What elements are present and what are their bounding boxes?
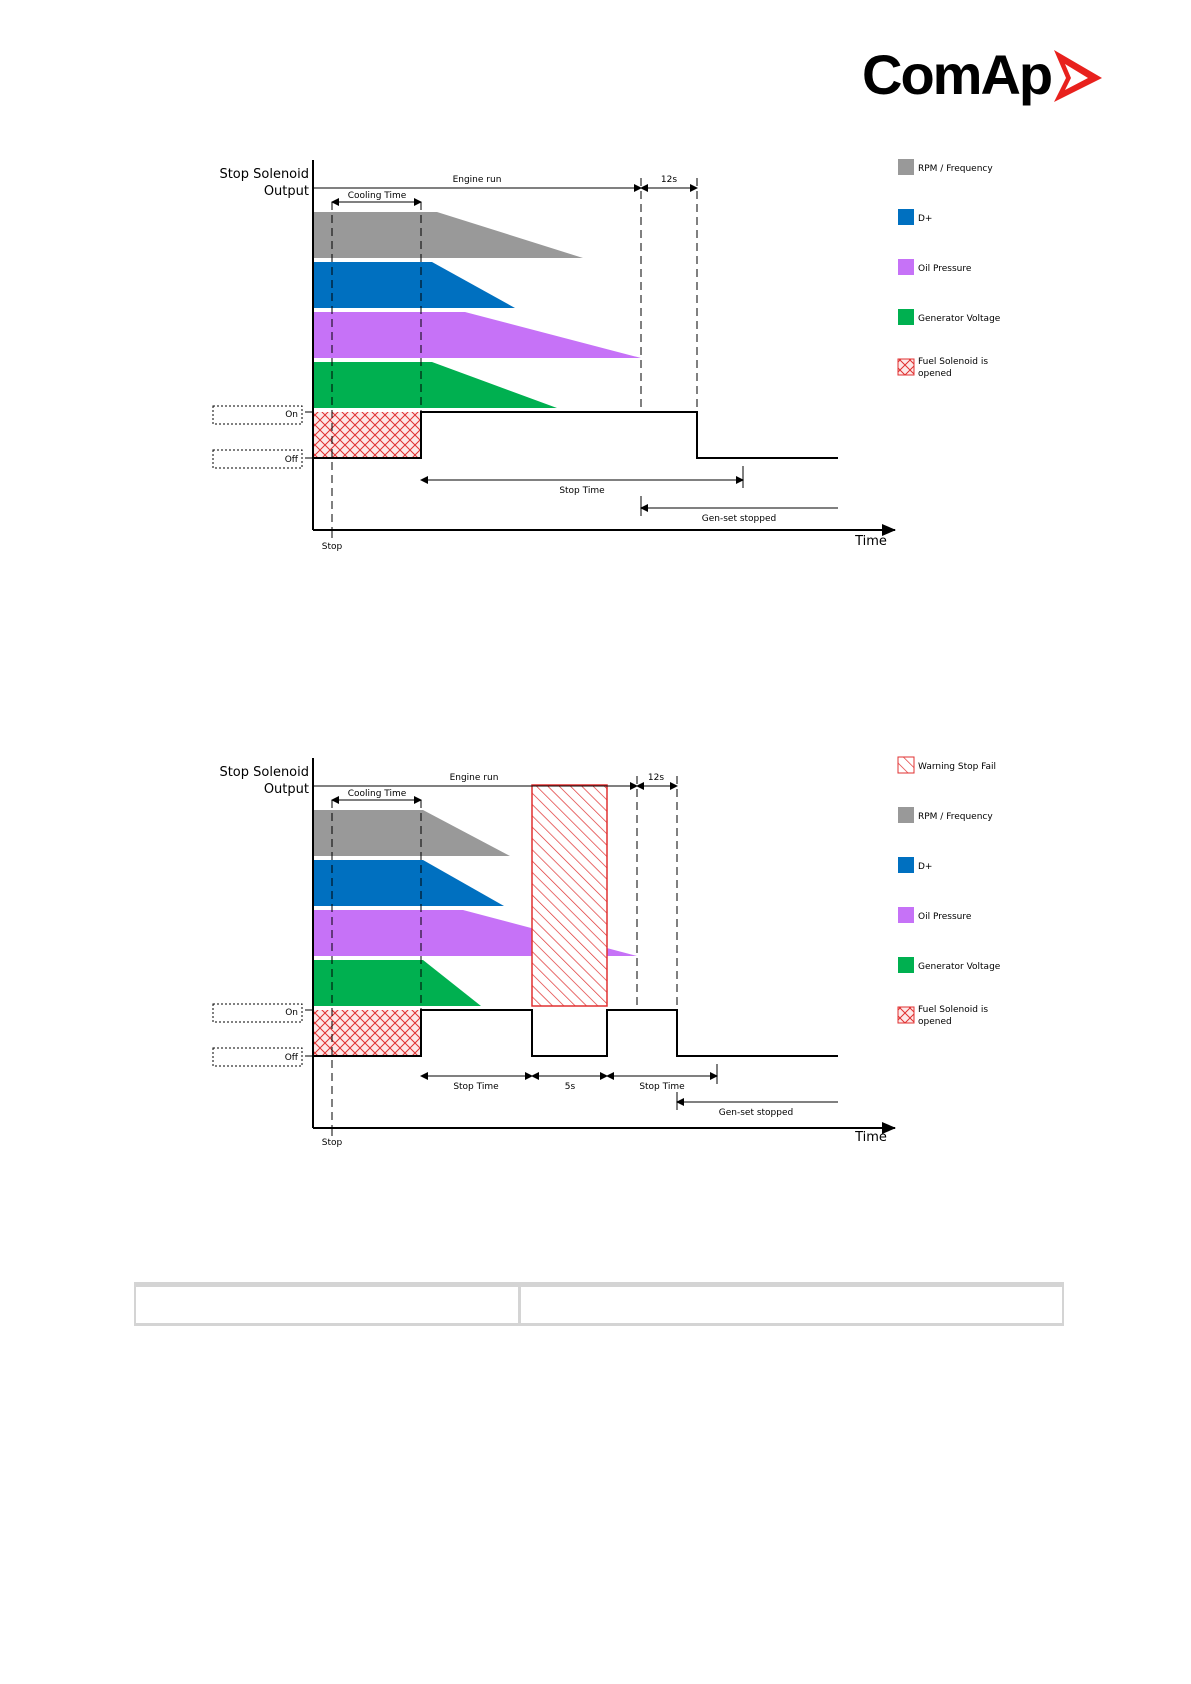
stop-label: Stop: [322, 1138, 343, 1148]
generator-voltage-signal: [313, 362, 557, 408]
genset-stopped-label: Gen-set stopped: [719, 1108, 793, 1118]
blue-square-icon: [898, 209, 914, 225]
blue-square-icon: [898, 857, 914, 873]
dplus-signal: [313, 860, 504, 906]
table-cell: [521, 1287, 1062, 1323]
on-label: On: [285, 1008, 298, 1018]
y-axis-label-line2: Output: [264, 782, 309, 797]
stop-solenoid-output-signal: [313, 1009, 838, 1057]
oil-pressure-signal: [313, 312, 641, 358]
generator-voltage-signal: [313, 960, 481, 1006]
crosshatch-square-icon: [897, 1006, 915, 1024]
legend-fuel-label-2: opened: [918, 1017, 952, 1027]
legend-warning-label: Warning Stop Fail: [918, 762, 996, 772]
stop-solenoid-output-signal: [313, 411, 838, 459]
engine-run-label: Engine run: [450, 773, 499, 783]
gray-square-icon: [898, 159, 914, 175]
t12s-label: 12s: [661, 175, 677, 185]
on-label-box: [212, 1003, 303, 1023]
t5s-label: 5s: [565, 1082, 576, 1092]
stop-sequence-diagram: Stop Solenoid Output On Off Engine run 1…: [0, 150, 1191, 570]
y-axis-label-line2: Output: [264, 184, 309, 199]
y-axis-label-line1: Stop Solenoid: [219, 167, 309, 182]
legend: Warning Stop Fail RPM / Frequency D+ Oil…: [897, 756, 1001, 1027]
t12s-label: 12s: [648, 773, 664, 783]
logo-arrow-icon: [1054, 50, 1102, 102]
comap-logo: ComAp: [862, 40, 1112, 110]
gray-square-icon: [898, 807, 914, 823]
logo-text: ComAp: [862, 43, 1053, 106]
table-cell: [136, 1287, 521, 1323]
off-label-box: [212, 1047, 303, 1067]
genset-stopped-label: Gen-set stopped: [702, 514, 776, 524]
legend-genv-label: Generator Voltage: [918, 962, 1001, 972]
legend-oil-label: Oil Pressure: [918, 912, 972, 922]
legend-fuel-label: Fuel Solenoid is: [918, 1005, 988, 1015]
stop-time-1-label: Stop Time: [453, 1082, 499, 1092]
empty-table: [134, 1282, 1064, 1326]
rpm-frequency-signal: [313, 212, 583, 258]
rpm-frequency-signal: [313, 810, 510, 856]
warning-stop-fail-area: [531, 784, 608, 1007]
off-label: Off: [285, 455, 299, 465]
time-label: Time: [854, 1130, 887, 1145]
stop-time-label: Stop Time: [559, 486, 605, 496]
y-axis-label-line1: Stop Solenoid: [219, 765, 309, 780]
crosshatch-square-icon: [897, 358, 915, 376]
on-label-box: [212, 405, 303, 425]
legend-rpm-label: RPM / Frequency: [918, 812, 993, 822]
green-square-icon: [898, 309, 914, 325]
stop-fail-sequence-diagram: Stop Solenoid Output On Off Engine run 1…: [0, 748, 1191, 1168]
stop-label: Stop: [322, 542, 343, 552]
stop-time-2-label: Stop Time: [639, 1082, 685, 1092]
time-label: Time: [854, 534, 887, 549]
engine-run-label: Engine run: [453, 175, 502, 185]
off-label: Off: [285, 1053, 299, 1063]
legend-rpm-label: RPM / Frequency: [918, 164, 993, 174]
cooling-time-label: Cooling Time: [348, 789, 407, 799]
cooling-time-label: Cooling Time: [348, 191, 407, 201]
legend-fuel-label: Fuel Solenoid is: [918, 357, 988, 367]
dplus-signal: [313, 262, 515, 308]
legend-genv-label: Generator Voltage: [918, 314, 1001, 324]
fuel-solenoid-opened-area: [313, 1010, 421, 1056]
legend: RPM / Frequency D+ Oil Pressure Generato…: [897, 159, 1001, 379]
legend-dplus-label: D+: [918, 214, 932, 224]
violet-square-icon: [898, 907, 914, 923]
diagram-2-svg: Stop Solenoid Output On Off Engine run 1…: [212, 756, 1001, 1148]
diagram-1-svg: Stop Solenoid Output On Off Engine run 1…: [212, 159, 1001, 552]
green-square-icon: [898, 957, 914, 973]
violet-square-icon: [898, 259, 914, 275]
legend-dplus-label: D+: [918, 862, 932, 872]
legend-fuel-label-2: opened: [918, 369, 952, 379]
on-label: On: [285, 410, 298, 420]
fuel-solenoid-opened-area: [313, 412, 421, 458]
off-label-box: [212, 449, 303, 469]
diagonal-hatch-square-icon: [897, 756, 915, 774]
legend-oil-label: Oil Pressure: [918, 264, 972, 274]
